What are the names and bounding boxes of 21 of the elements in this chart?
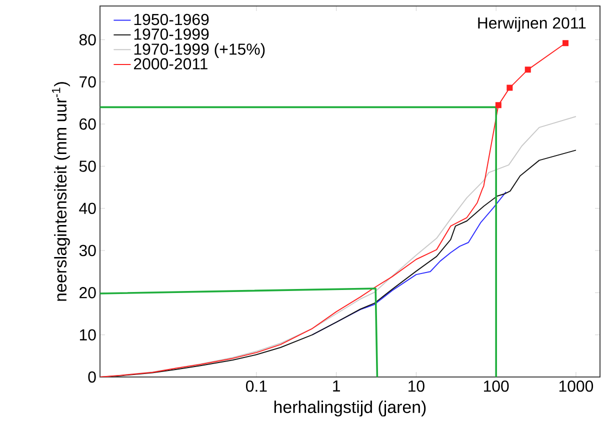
x-tick-label: 1 [333,380,340,392]
y-tick-label: 0 [88,371,96,383]
legend-label: 1970-1999 (+15%) [134,43,265,58]
y-axis-title: neerslagintensiteit (mm uur$^{-1}$) [52,82,70,301]
x-tick-label: 10 [408,380,424,392]
x-tick-label: 0.1 [246,380,267,392]
y-tick-label: 70 [80,76,96,88]
x-tick-label: 100 [484,380,509,392]
legend-label: 2000-2011 [134,58,208,70]
y-tick-label: 10 [80,329,96,340]
text: Herwijnen 2011 [478,16,586,32]
y-tick-label: 40 [79,202,96,214]
legend-label: 1970-1999 [134,28,209,40]
x-tick-label: 1000 [559,380,594,392]
x-axis-title: herhalingstijd (jaren) [274,400,426,416]
y-tick-label: 50 [79,160,96,172]
y-tick-label: 80 [79,34,96,46]
legend-label: 1950-1969 [134,14,209,26]
y-tick-label: 30 [79,244,96,256]
y-tick-label: 60 [80,118,96,130]
y-tick-label: 20 [80,287,96,298]
